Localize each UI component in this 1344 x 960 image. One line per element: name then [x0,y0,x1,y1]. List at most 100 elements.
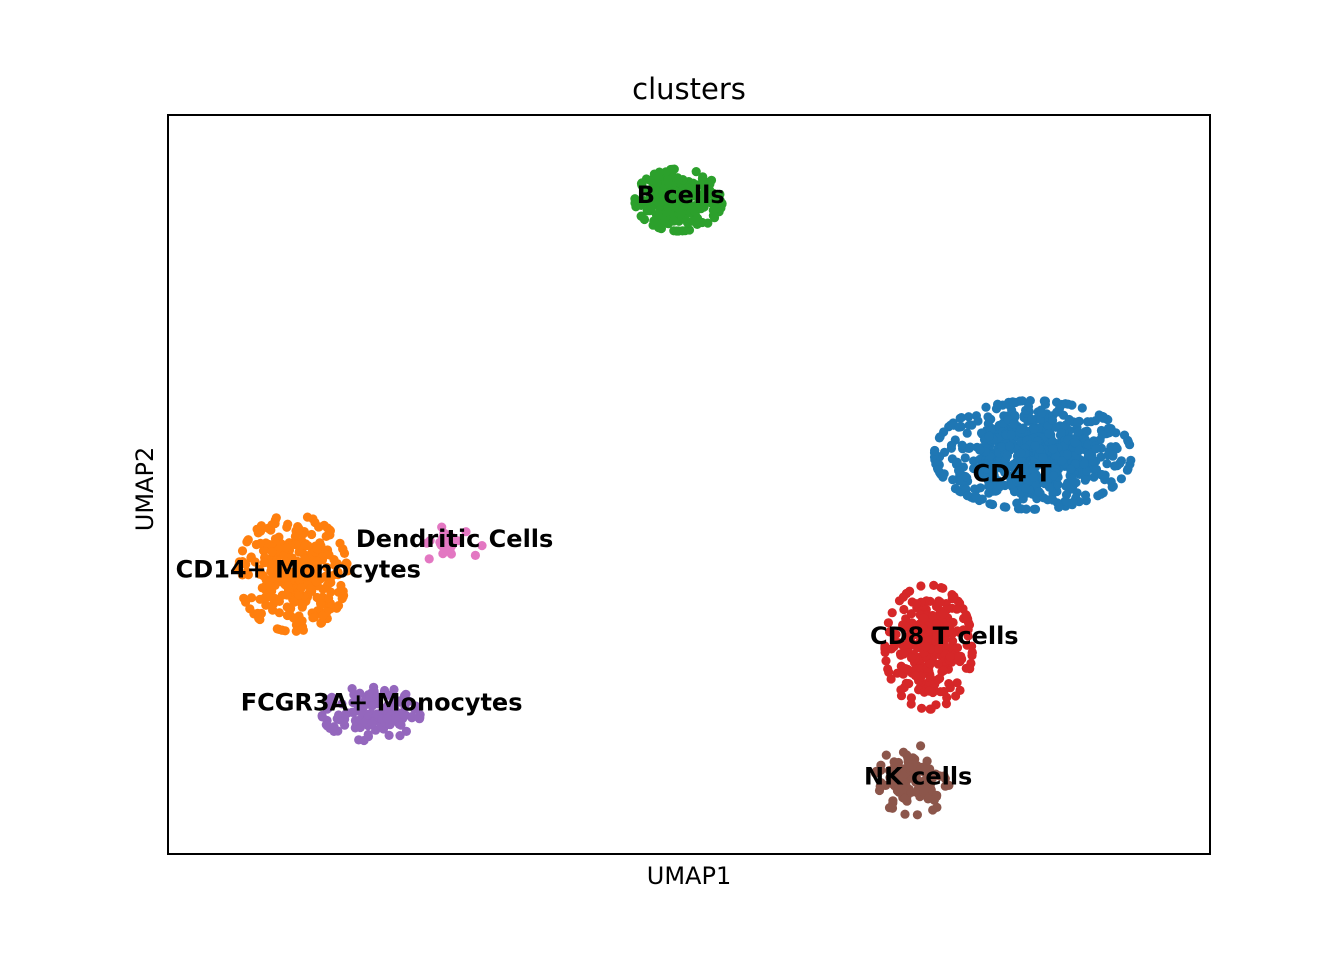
point-b-cells [703,218,713,228]
point-b-cells [663,177,673,187]
point-cd4-t [996,442,1007,452]
point-cd14-monocytes [326,587,336,597]
point-b-cells [654,197,664,207]
point-cd4-t [984,431,994,441]
point-cd4-t [1110,461,1120,471]
point-cd4-t [1082,466,1092,476]
point-cd4-t [1103,423,1114,433]
point-cd14-monocytes [257,583,267,593]
point-fcgr3a-monocytes [332,714,342,724]
cluster-label-cd4-t: CD4 T [973,459,1053,487]
point-cd8-t-cells [947,590,957,600]
point-cd4-t [1066,464,1076,474]
point-nk-cells [919,785,929,795]
point-cd4-t [1122,465,1132,475]
point-nk-cells [912,810,923,820]
point-cd4-t [935,432,945,442]
point-cd8-t-cells [917,703,927,713]
point-cd4-t [1054,502,1064,512]
point-cd14-monocytes [241,597,251,607]
point-cd8-t-cells [951,691,961,701]
point-cd4-t [1079,459,1089,469]
point-cd14-monocytes [314,522,324,532]
point-cd4-t [962,428,972,438]
point-cd8-t-cells [896,691,907,701]
point-cd4-t [1096,489,1106,499]
point-cd4-t [1040,396,1050,406]
point-cd4-t [983,412,993,422]
point-cd14-monocytes [281,543,291,553]
point-cd4-t [1073,417,1083,427]
point-b-cells [717,199,727,209]
point-nk-cells [920,764,930,775]
point-cd8-t-cells [948,636,958,646]
point-fcgr3a-monocytes [372,692,382,702]
point-cd14-monocytes [297,602,307,612]
point-cd4-t [1029,424,1039,434]
point-cd4-t [984,481,994,491]
point-b-cells [667,164,677,174]
point-nk-cells [911,769,922,779]
point-cd4-t [1037,408,1047,418]
plot-frame [167,114,1211,855]
point-dendritic-cells [437,522,447,532]
point-cd4-t [1097,411,1107,422]
point-cd4-t [948,475,958,485]
point-fcgr3a-monocytes [384,730,394,741]
point-cd4-t [1016,424,1026,434]
point-b-cells [669,216,679,226]
point-cd4-t [1038,453,1048,463]
point-nk-cells [934,771,945,781]
point-cd14-monocytes [312,556,322,566]
point-dendritic-cells [477,541,487,551]
point-fcgr3a-monocytes [395,731,405,741]
point-cd4-t [1021,504,1031,514]
point-cd14-monocytes [333,601,344,611]
point-cd14-monocytes [289,597,299,607]
point-cd4-t [1020,483,1031,493]
point-fcgr3a-monocytes [337,699,347,709]
point-cd14-monocytes [338,544,348,554]
point-b-cells [692,213,703,223]
point-nk-cells [929,795,939,805]
point-cd14-monocytes [309,563,319,574]
point-cd4-t [1027,414,1037,424]
point-cd14-monocytes [258,571,268,581]
point-cd4-t [1004,471,1014,481]
point-cd4-t [1111,428,1121,438]
point-b-cells [702,190,712,200]
point-cd4-t [954,422,964,432]
point-cd4-t [980,459,990,469]
point-cd14-monocytes [337,594,347,604]
point-cd4-t [1061,497,1071,507]
point-cd4-t [1084,450,1094,460]
point-cd14-monocytes [296,583,307,593]
point-cd14-monocytes [342,559,352,569]
point-cd14-monocytes [245,604,255,614]
point-b-cells [704,178,714,188]
point-cd4-t [1125,440,1135,450]
point-cd14-monocytes [237,546,248,556]
point-cd8-t-cells [931,619,941,629]
point-cd14-monocytes [259,558,269,568]
point-cd4-t [1005,441,1015,451]
point-cd8-t-cells [952,643,963,653]
point-fcgr3a-monocytes [414,714,425,724]
point-cd14-monocytes [321,571,331,582]
point-fcgr3a-monocytes [378,704,388,714]
point-fcgr3a-monocytes [367,701,377,711]
series-dendritic-cells [422,522,487,564]
point-cd8-t-cells [906,693,917,703]
point-cd4-t [964,420,974,430]
point-cd4-t [1083,417,1093,427]
point-fcgr3a-monocytes [407,712,417,722]
series-b-cells [630,164,727,236]
point-fcgr3a-monocytes [399,710,409,720]
point-cd4-t [1051,422,1061,432]
point-b-cells [673,174,684,185]
point-cd4-t [1030,504,1041,514]
point-cd8-t-cells [886,644,897,654]
point-cd8-t-cells [952,652,963,662]
scatter-points [233,164,1136,820]
